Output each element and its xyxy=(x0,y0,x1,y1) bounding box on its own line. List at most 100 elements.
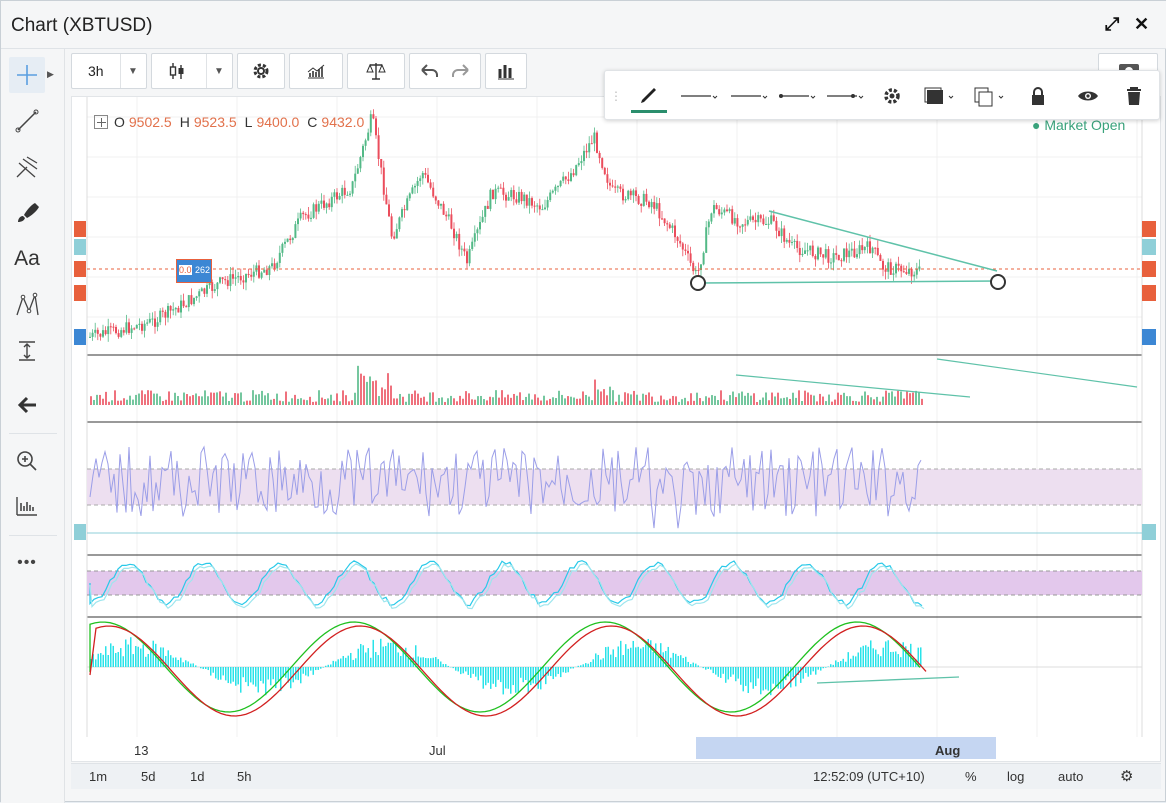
zoom-in-icon[interactable] xyxy=(9,443,45,479)
interval-select[interactable]: 3h ▼ xyxy=(71,53,147,89)
macd-histogram-bar xyxy=(860,647,862,667)
clone-icon[interactable] xyxy=(971,79,1011,113)
line-style-2[interactable] xyxy=(727,79,771,113)
redo-icon[interactable] xyxy=(450,60,472,85)
pencil-icon[interactable] xyxy=(631,79,667,113)
brush-icon[interactable] xyxy=(9,195,45,231)
drawing-tools-sidebar: ▶ Aa ••• xyxy=(1,49,65,803)
candle-body xyxy=(365,140,367,145)
lock-icon[interactable] xyxy=(1023,79,1053,113)
candle-body xyxy=(453,229,455,238)
chevron-down-icon: ▼ xyxy=(214,66,224,77)
macd-histogram-bar xyxy=(855,656,857,667)
volume-bar xyxy=(576,399,578,405)
auto-toggle[interactable]: auto xyxy=(1058,769,1083,784)
chart-type-button[interactable]: ▼ xyxy=(151,53,233,89)
candle-body xyxy=(448,214,450,216)
macd-histogram-bar xyxy=(385,646,387,667)
candle-body xyxy=(263,270,265,273)
range-5h[interactable]: 5h xyxy=(237,769,251,784)
tool-expand-icon[interactable]: ▶ xyxy=(47,69,54,80)
close-icon[interactable]: ✕ xyxy=(1134,14,1149,35)
range-1m[interactable]: 1m xyxy=(89,769,107,784)
candle-body xyxy=(682,243,684,249)
pattern-icon[interactable] xyxy=(9,287,45,323)
volume-bar xyxy=(669,399,671,405)
order-tag[interactable]: 0.0 262 xyxy=(176,259,212,283)
candle-body xyxy=(781,228,783,236)
macd-histogram-bar xyxy=(788,667,790,676)
gear-icon[interactable]: ⚙ xyxy=(1120,767,1133,785)
trash-icon[interactable] xyxy=(1119,79,1149,113)
volume-bar xyxy=(120,401,122,405)
percent-toggle[interactable]: % xyxy=(965,769,977,784)
line-style-4[interactable] xyxy=(823,79,867,113)
range-5d[interactable]: 5d xyxy=(141,769,155,784)
back-arrow-icon[interactable] xyxy=(9,387,45,423)
volume-bar xyxy=(408,394,410,405)
crosshair-icon[interactable] xyxy=(9,57,45,93)
range-1d[interactable]: 1d xyxy=(190,769,204,784)
expand-icon[interactable]: ⤢ xyxy=(1105,14,1119,35)
volume-bar xyxy=(684,398,686,405)
macd-histogram-bar xyxy=(230,667,232,684)
eye-icon[interactable] xyxy=(1071,79,1105,113)
trendline-icon[interactable] xyxy=(9,103,45,139)
macd-histogram-bar xyxy=(473,667,475,674)
ruler-icon[interactable] xyxy=(9,489,45,525)
volume-bar xyxy=(537,398,539,405)
volume-bar xyxy=(726,401,728,405)
text-icon[interactable]: Aa xyxy=(9,241,45,277)
compare-balance-icon[interactable] xyxy=(347,53,405,89)
pitchfork-icon[interactable] xyxy=(9,149,45,185)
candle-body xyxy=(666,223,668,224)
drag-handle-icon[interactable]: ⋮ xyxy=(611,79,621,113)
indicators-icon[interactable] xyxy=(289,53,343,89)
volume-bar xyxy=(900,392,902,405)
macd-histogram-bar xyxy=(470,667,472,678)
gear-icon[interactable] xyxy=(877,79,907,113)
candle-body xyxy=(877,248,879,255)
candle-body xyxy=(664,218,666,223)
macd-histogram-bar xyxy=(528,667,530,694)
log-toggle[interactable]: log xyxy=(1007,769,1024,784)
fill-icon[interactable] xyxy=(921,79,961,113)
macd-histogram-bar xyxy=(258,667,260,692)
line-style-1[interactable] xyxy=(677,79,721,113)
macd-histogram-bar xyxy=(618,646,620,667)
macd-histogram-bar xyxy=(358,649,360,667)
volume-bar xyxy=(879,402,881,405)
candle-body xyxy=(853,249,855,258)
volume-bar xyxy=(201,396,203,405)
legend-toggle-icon[interactable] xyxy=(94,115,108,129)
line-style-3[interactable] xyxy=(775,79,819,113)
macd-histogram-bar xyxy=(730,667,732,677)
candle-body xyxy=(812,246,814,256)
candle-body xyxy=(193,298,195,304)
bars-icon[interactable] xyxy=(485,53,527,89)
candle-body xyxy=(383,168,385,195)
volume-bar xyxy=(639,401,641,405)
candle-body xyxy=(713,205,715,213)
volume-bar xyxy=(372,381,374,405)
volume-bar xyxy=(312,402,314,405)
undo-icon[interactable] xyxy=(418,60,440,85)
volume-bar xyxy=(849,396,851,405)
volume-bar xyxy=(261,391,263,405)
settings-gear-icon[interactable] xyxy=(237,53,285,89)
candle-body xyxy=(580,161,582,163)
more-icon[interactable]: ••• xyxy=(9,545,45,581)
candle-body xyxy=(840,260,842,261)
volume-bar xyxy=(690,393,692,405)
macd-histogram-bar xyxy=(650,640,652,667)
volume-bar xyxy=(918,392,920,405)
macd-histogram-bar xyxy=(168,650,170,667)
volume-bar xyxy=(156,394,158,405)
candle-body xyxy=(614,186,616,187)
macd-histogram-bar xyxy=(318,667,320,670)
macd-histogram-bar xyxy=(840,661,842,667)
macd-histogram-bar xyxy=(623,655,625,667)
measure-icon[interactable] xyxy=(9,333,45,369)
candle-body xyxy=(601,158,603,168)
